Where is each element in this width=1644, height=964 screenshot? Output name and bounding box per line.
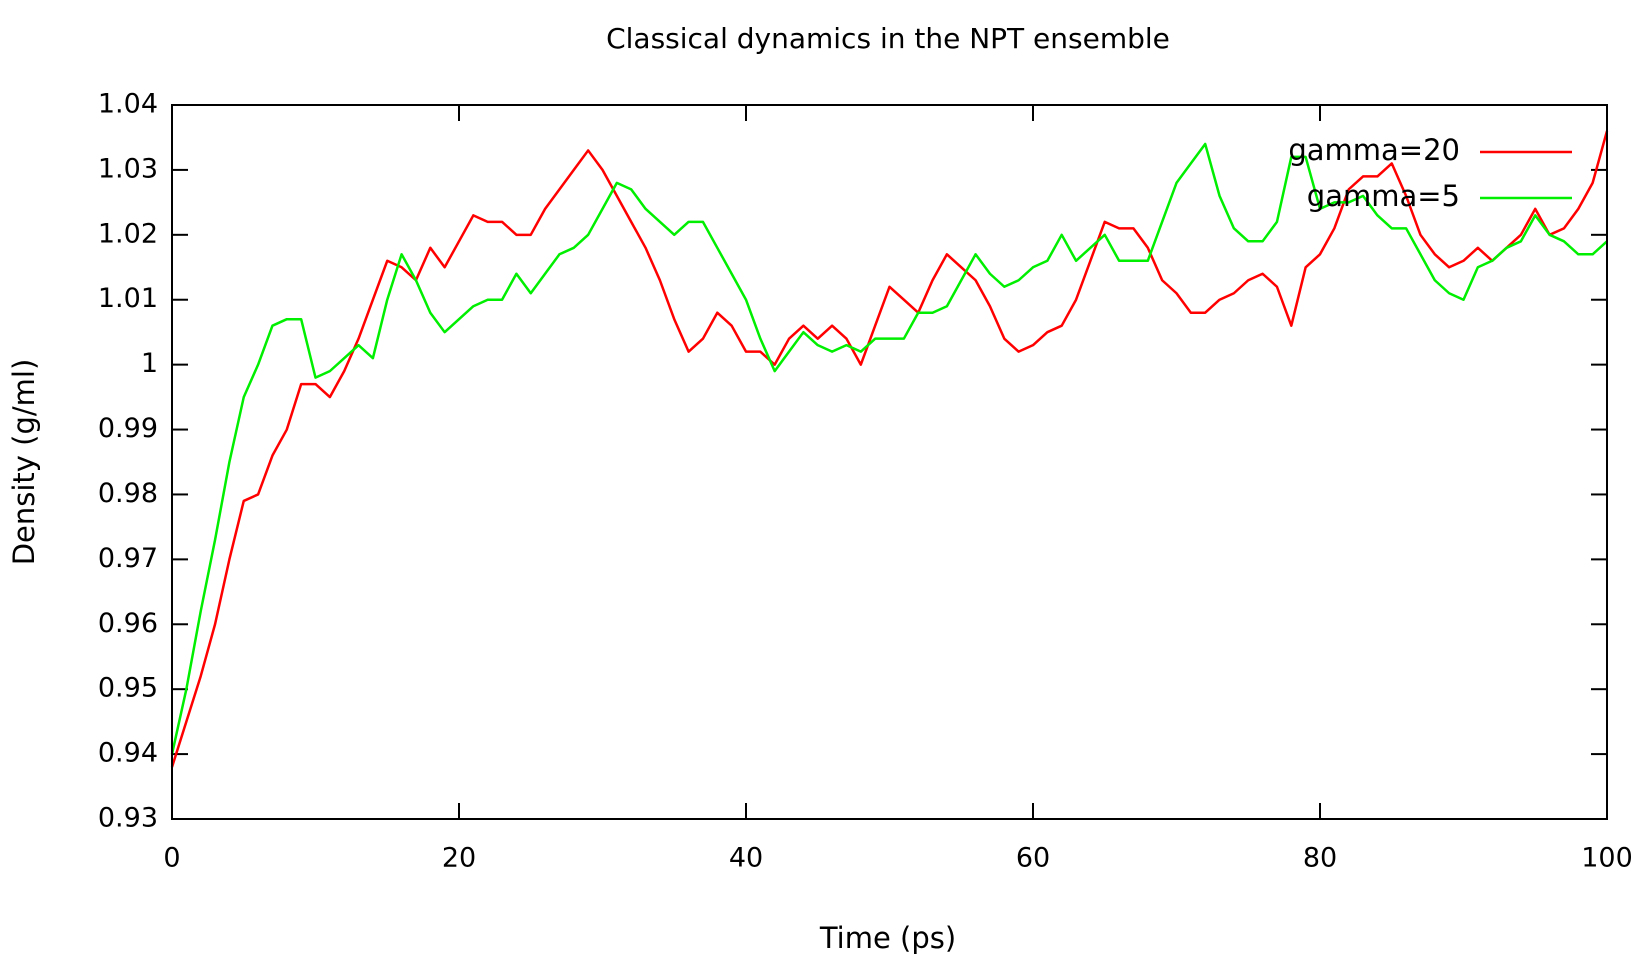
- chart-title: Classical dynamics in the NPT ensemble: [606, 22, 1170, 55]
- x-axis-label: Time (ps): [819, 921, 956, 955]
- x-tick-label: 0: [163, 843, 180, 874]
- y-tick-label: 1.01: [98, 283, 158, 314]
- data-line: [170, 130, 1609, 768]
- y-tick-label: 0.96: [98, 608, 158, 639]
- x-tick-label: 80: [1303, 843, 1337, 874]
- x-tick-label: 60: [1016, 843, 1050, 874]
- legend-label: gamma=20: [1288, 133, 1460, 167]
- y-tick-label: 0.98: [98, 478, 158, 509]
- y-tick-label: 1.02: [98, 218, 158, 249]
- y-tick-label: 1: [141, 348, 158, 379]
- y-tick-label: 0.95: [98, 673, 158, 704]
- x-tick-label: 20: [442, 843, 476, 874]
- y-tick-label: 1.03: [98, 153, 158, 184]
- data-line: [170, 142, 1608, 755]
- y-tick-label: 0.94: [98, 738, 158, 769]
- legend-label: gamma=5: [1307, 179, 1460, 213]
- x-tick-label: 100: [1581, 843, 1633, 874]
- y-tick-label: 1.04: [98, 89, 158, 120]
- y-tick-label: 0.93: [98, 803, 158, 834]
- x-tick-label: 40: [729, 843, 763, 874]
- y-tick-label: 0.97: [98, 543, 158, 574]
- y-tick-label: 0.99: [98, 413, 158, 444]
- plot-border: [171, 104, 1608, 820]
- y-axis-label: Density (g/ml): [7, 359, 41, 566]
